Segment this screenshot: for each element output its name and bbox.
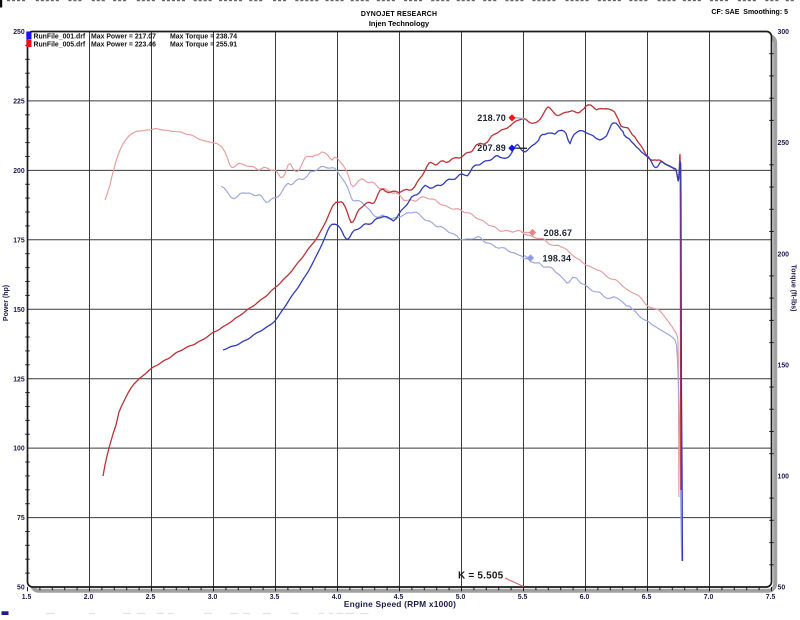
svg-text:RunFile_001.drf: RunFile_001.drf [34,34,86,41]
svg-text:150: 150 [778,362,790,369]
svg-text:4.0: 4.0 [332,594,342,601]
svg-text:150: 150 [13,307,25,314]
svg-text:50: 50 [778,585,786,592]
svg-text:Injen Technology: Injen Technology [369,19,430,28]
svg-text:218.70: 218.70 [477,113,506,123]
svg-text:175: 175 [13,237,25,244]
svg-text:2.5: 2.5 [146,594,156,601]
svg-text:300: 300 [778,29,790,36]
svg-text:3.5: 3.5 [270,594,280,601]
svg-text:100: 100 [13,446,25,453]
svg-text:6.0: 6.0 [580,594,590,601]
svg-text:Torque (ft-lbs): Torque (ft-lbs) [790,265,797,312]
svg-text:Max Torque = 255.91: Max Torque = 255.91 [170,42,237,49]
svg-text:5.5: 5.5 [518,594,528,601]
svg-text:Engine Speed (RPM x1000): Engine Speed (RPM x1000) [344,599,456,609]
svg-text:Max Torque = 238.74: Max Torque = 238.74 [170,34,237,41]
svg-text:100: 100 [778,474,790,481]
svg-text:6.5: 6.5 [642,594,652,601]
svg-text:RunFile_005.drf: RunFile_005.drf [34,42,86,49]
svg-text:2.0: 2.0 [84,594,94,601]
svg-text:Power (hp): Power (hp) [3,285,10,321]
svg-text:125: 125 [13,376,25,383]
svg-text:K = 5.505: K = 5.505 [458,571,504,582]
svg-text:5.0: 5.0 [456,594,466,601]
svg-text:208.67: 208.67 [544,228,573,238]
svg-text:1.5: 1.5 [22,594,32,601]
svg-text:250: 250 [13,29,25,36]
svg-text:CF: SAE Smoothing: 5: CF: SAE Smoothing: 5 [711,9,788,16]
svg-text:Max Power = 217.07: Max Power = 217.07 [91,34,156,41]
svg-text:207.89: 207.89 [477,143,506,153]
svg-text:75: 75 [17,515,25,522]
svg-text:250: 250 [778,140,790,147]
svg-text:50: 50 [17,585,25,592]
svg-text:7.0: 7.0 [704,594,714,601]
svg-text:198.34: 198.34 [543,253,572,263]
svg-text:200: 200 [13,168,25,175]
svg-text:7.5: 7.5 [766,594,776,601]
svg-text:200: 200 [778,251,790,258]
svg-text:225: 225 [13,99,25,106]
svg-text:DYNOJET RESEARCH: DYNOJET RESEARCH [361,11,437,18]
svg-text:3.0: 3.0 [208,594,218,601]
svg-text:Max Power = 223.46: Max Power = 223.46 [91,42,156,49]
